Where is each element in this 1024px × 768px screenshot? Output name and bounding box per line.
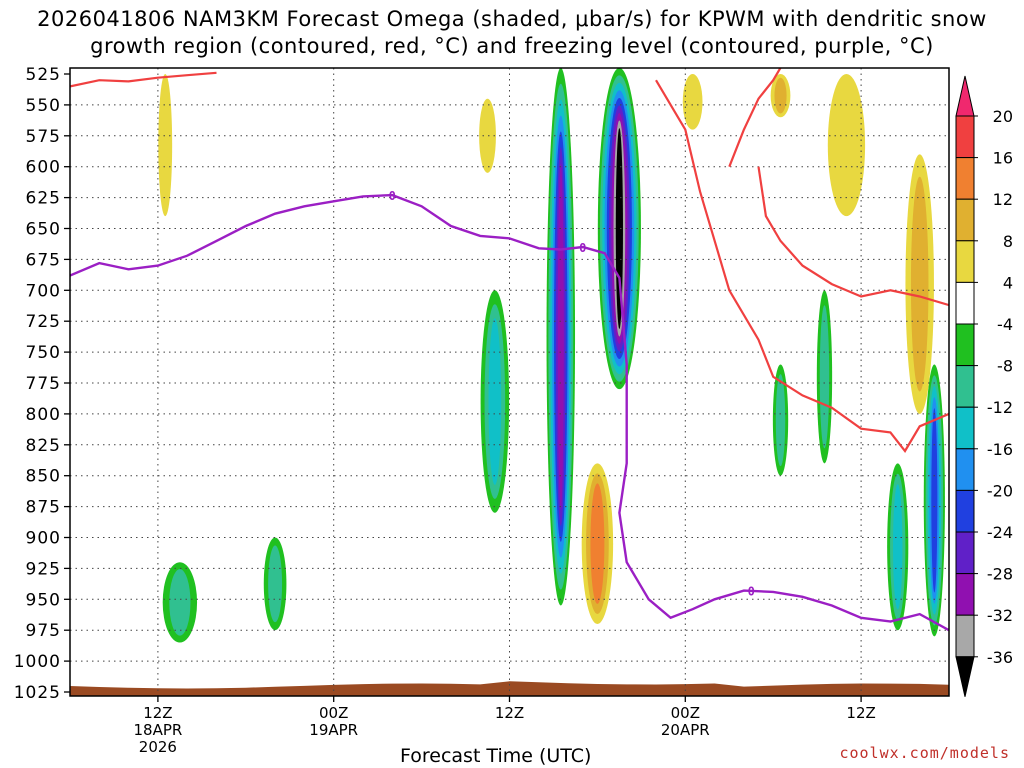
omega-shade-0-6: [557, 163, 564, 510]
omega-shade-12-0: [479, 98, 496, 173]
xtick-label-3-0: 00Z: [671, 704, 700, 722]
colorbar-label-12: -32: [987, 606, 1013, 625]
omega-shade-3-2: [488, 318, 502, 485]
ytick-label-800: 800: [26, 405, 61, 425]
omega-shade-4-4: [931, 408, 938, 593]
omega-shade-10-1: [775, 374, 786, 467]
colorbar-top-arrow: [955, 75, 975, 117]
ytick-label-1000: 1000: [14, 652, 61, 672]
omega-shade-5-2: [893, 484, 903, 610]
colorbar-swatch-12: [955, 573, 975, 616]
ytick-label-950: 950: [26, 590, 61, 610]
ytick-label-825: 825: [26, 436, 61, 456]
colorbar-label-13: -36: [987, 648, 1013, 667]
omega-shade-15-0: [827, 74, 866, 217]
colorbar-swatch-1: [955, 115, 975, 159]
freezing-contour-label-0: 0: [389, 189, 396, 203]
ytick-label-700: 700: [26, 281, 61, 301]
colorbar-label-0: 20: [993, 107, 1013, 126]
freezing-contour-label-1: 0: [579, 241, 586, 255]
freezing-level-contour: [70, 193, 949, 632]
omega-shade-7-1: [169, 569, 191, 636]
colorbar-swatch-4: [955, 240, 975, 283]
colorbar-swatch-13: [955, 614, 975, 658]
ytick-label-975: 975: [26, 621, 61, 641]
ytick-label-925: 925: [26, 559, 61, 579]
colorbar-swatch-2: [955, 157, 975, 200]
colorbar-bottom-arrow: [955, 656, 975, 697]
colorbar-label-2: 12: [993, 190, 1013, 209]
colorbar-swatch-8: [955, 406, 975, 450]
ytick-label-550: 550: [26, 96, 61, 116]
colorbar-label-4: 4: [1003, 273, 1013, 292]
colorbar-swatch-10: [955, 489, 975, 533]
credit-text: coolwx.com/models: [839, 744, 1010, 762]
ytick-label-850: 850: [26, 467, 61, 487]
terrain-area: [70, 681, 949, 696]
ytick-label-625: 625: [26, 189, 61, 209]
colorbar-label-10: -24: [987, 523, 1013, 542]
xtick-label-3-1: 20APR: [661, 721, 710, 739]
colorbar-label-7: -12: [987, 398, 1013, 417]
y-axis: 525 550 575 600 625 650 675 700 725 750 775 800 825 8…: [14, 65, 70, 703]
ytick-label-675: 675: [26, 250, 61, 270]
colorbar-label-1: 16: [993, 149, 1013, 168]
dgz-contour-right: [757, 166, 949, 307]
colorbar-label-6: -8: [997, 357, 1013, 376]
xtick-label-0-1: 18APR: [133, 721, 182, 739]
colorbar-swatch-11: [955, 531, 975, 575]
omega-shade-11-0: [158, 74, 173, 217]
omega-shade-13-0: [682, 74, 703, 130]
dgz-contour-upper-right: [728, 68, 782, 168]
ytick-label-775: 775: [26, 374, 61, 394]
colorbar: 20 16 12 8 4 -4 -8 -12 -16 -20 -24 -28 -32 -36: [955, 75, 1013, 697]
freezing-contour-label-2: 0: [748, 585, 755, 599]
ytick-label-525: 525: [26, 65, 61, 85]
ytick-label-725: 725: [26, 312, 61, 332]
xtick-label-1-0: 00Z: [319, 704, 348, 722]
chart-title-line-1: 2026041806 NAM3KM Forecast Omega (shaded…: [37, 7, 987, 31]
xtick-label-1-1: 19APR: [309, 721, 358, 739]
xtick-label-2-0: 12Z: [495, 704, 524, 722]
ytick-label-1025: 1025: [14, 683, 61, 703]
colorbar-label-8: -16: [987, 440, 1013, 459]
omega-shade-9-1: [819, 305, 830, 449]
colorbar-swatch-7: [955, 365, 975, 408]
ytick-label-875: 875: [26, 498, 61, 518]
ytick-label-650: 650: [26, 220, 61, 240]
ytick-label-600: 600: [26, 158, 61, 178]
chart-title-line-2: growth region (contoured, red, °C) and f…: [90, 34, 934, 58]
colorbar-swatch-3: [955, 198, 975, 242]
xtick-label-0-2: 2026: [139, 738, 177, 756]
terrain-ground: [70, 681, 949, 696]
dgz-contour-upper: [70, 71, 217, 88]
colorbar-label-9: -20: [987, 481, 1013, 500]
omega-shade-2-2: [590, 483, 605, 604]
omega-shade-14-1: [774, 77, 787, 114]
colorbar-swatch-6: [955, 323, 975, 367]
omega-shade-8-1: [268, 545, 283, 623]
x-axis-title: Forecast Time (UTC): [400, 745, 592, 767]
colorbar-label-11: -28: [987, 565, 1013, 584]
colorbar-swatch-9: [955, 448, 975, 491]
xtick-label-4-0: 12Z: [846, 704, 875, 722]
ytick-label-750: 750: [26, 343, 61, 363]
xtick-label-0-0: 12Z: [143, 704, 172, 722]
omega-shade-6-1: [910, 176, 929, 392]
ytick-label-900: 900: [26, 529, 61, 549]
grid-lines: [70, 68, 949, 696]
ytick-label-575: 575: [26, 127, 61, 147]
colorbar-label-3: 8: [1003, 232, 1013, 251]
dgz-contour-lower: [655, 79, 949, 453]
omega-shading: [158, 68, 945, 643]
contour-lines: 0 0 0: [70, 68, 949, 632]
colorbar-swatch-5: [955, 281, 975, 325]
omega-shade-1-8: [615, 128, 623, 329]
colorbar-label-5: -4: [997, 315, 1013, 334]
